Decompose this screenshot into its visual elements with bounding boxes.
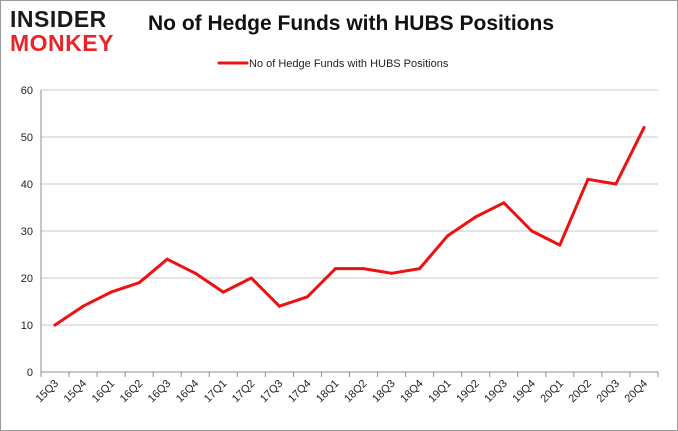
- x-tick-label: 19Q4: [510, 378, 538, 406]
- x-tick-label: 18Q3: [370, 378, 398, 406]
- x-tick-label: 16Q4: [174, 378, 202, 406]
- grid-lines: [41, 89, 658, 326]
- x-tick-label: 18Q2: [342, 378, 370, 406]
- data-point: [249, 276, 253, 280]
- x-tick-label: 16Q3: [146, 378, 174, 406]
- data-point: [586, 177, 590, 181]
- data-point: [81, 304, 85, 308]
- y-tick-label: 40: [21, 179, 33, 191]
- data-point: [165, 257, 169, 261]
- x-tick-label: 19Q2: [454, 378, 482, 406]
- data-point: [193, 271, 197, 275]
- chart-title: No of Hedge Funds with HUBS Positions: [148, 12, 554, 35]
- x-tick-label: 17Q1: [202, 378, 230, 406]
- series-lines: [53, 126, 646, 327]
- x-tick-label: 17Q2: [230, 378, 258, 406]
- data-point: [530, 229, 534, 233]
- data-point: [277, 304, 281, 308]
- data-point: [446, 234, 450, 238]
- logo-line-2: MONKEY: [10, 30, 114, 56]
- data-point: [362, 267, 366, 271]
- y-tick-labels: 0 10 20 30 40 50 60: [21, 85, 33, 379]
- axes: [40, 90, 659, 377]
- x-tick-label: 20Q2: [566, 378, 594, 406]
- x-tick-label: 17Q3: [258, 378, 286, 406]
- y-tick-label: 10: [21, 320, 33, 332]
- data-point: [418, 267, 422, 271]
- x-tick-label: 18Q4: [398, 378, 426, 406]
- data-point: [642, 126, 646, 130]
- data-point: [221, 290, 225, 294]
- y-tick-label: 60: [21, 85, 33, 97]
- data-point: [333, 267, 337, 271]
- data-point: [614, 182, 618, 186]
- data-point: [53, 323, 57, 327]
- y-tick-label: 20: [21, 273, 33, 285]
- data-point: [558, 243, 562, 247]
- y-tick-label: 50: [21, 132, 33, 144]
- data-point: [474, 215, 478, 219]
- x-tick-label: 19Q3: [482, 378, 510, 406]
- logo-line-1: INSIDER: [10, 6, 107, 32]
- x-tick-label: 20Q1: [538, 378, 566, 406]
- x-tick-label: 17Q4: [286, 378, 314, 406]
- legend: No of Hedge Funds with HUBS Positions: [217, 58, 449, 70]
- data-point: [305, 295, 309, 299]
- x-tick-label: 15Q3: [34, 378, 62, 406]
- data-point: [390, 271, 394, 275]
- x-tick-label: 20Q3: [595, 378, 623, 406]
- y-tick-label: 30: [21, 226, 33, 238]
- insider-monkey-logo: INSIDER MONKEY: [10, 7, 128, 57]
- x-tick-label: 19Q1: [426, 378, 454, 406]
- series-line: [53, 126, 646, 327]
- x-tick-label: 16Q1: [90, 378, 118, 406]
- x-tick-label: 20Q4: [623, 378, 651, 406]
- legend-label: No of Hedge Funds with HUBS Positions: [249, 58, 449, 70]
- y-tick-label: 0: [27, 367, 33, 379]
- data-point: [502, 201, 506, 205]
- x-tick-label: 18Q1: [314, 378, 342, 406]
- data-point: [137, 281, 141, 285]
- data-point: [109, 290, 113, 294]
- x-tick-label: 16Q2: [118, 378, 146, 406]
- x-tick-label: 15Q4: [62, 378, 90, 406]
- x-tick-labels: 15Q3 15Q4 16Q1 16Q2 16Q3 16Q4 17Q1 17Q2 17Q3 17Q4…: [34, 378, 650, 406]
